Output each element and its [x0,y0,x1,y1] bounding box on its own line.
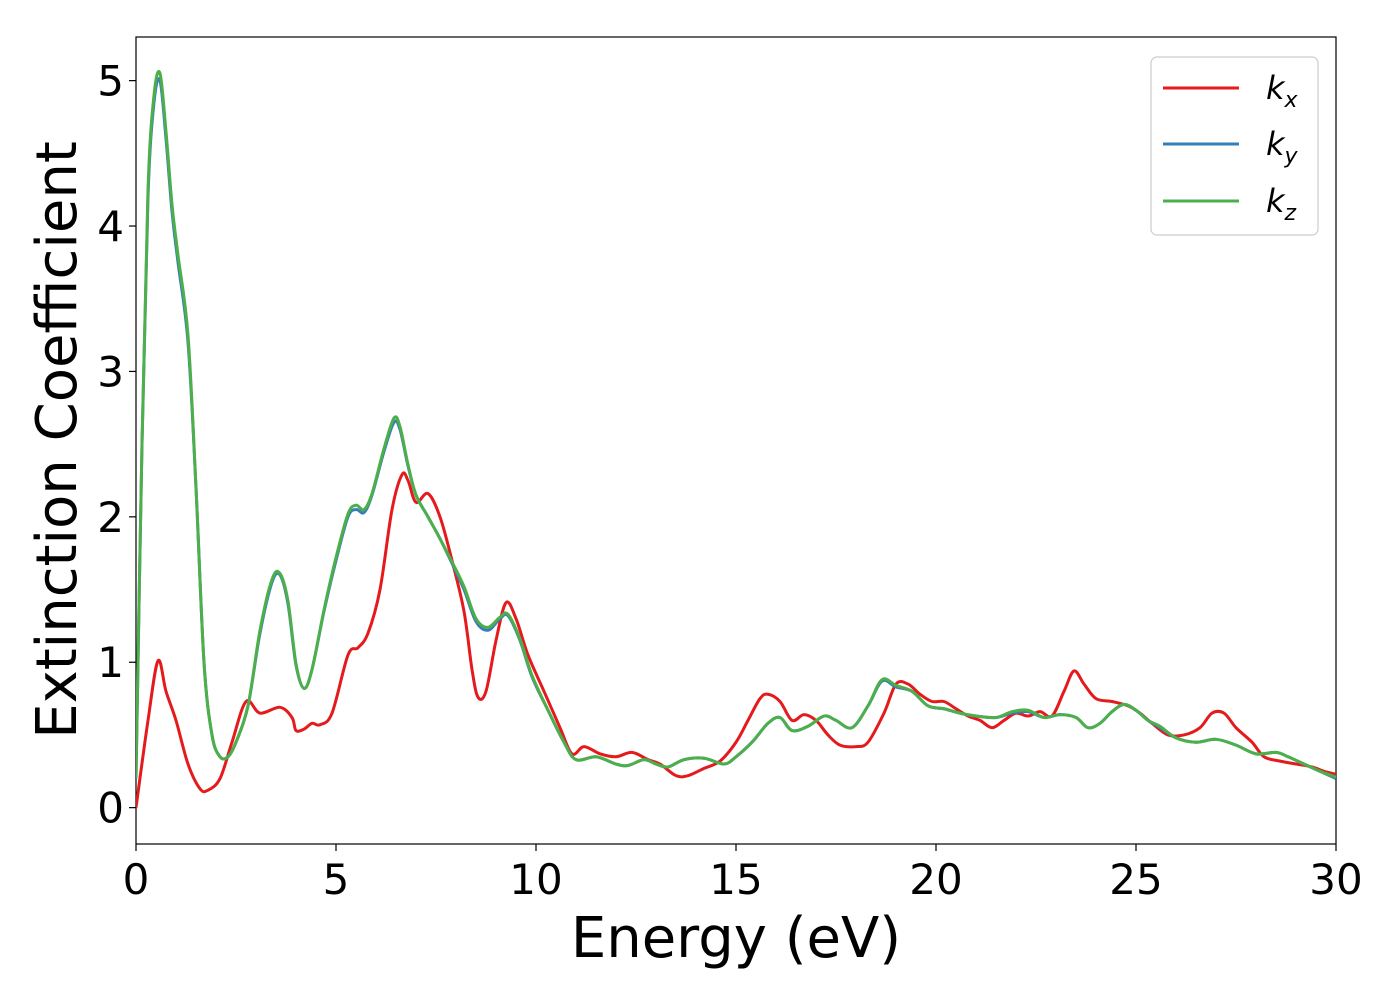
x-tick-label: 0 [123,855,150,904]
series-line-kx [136,471,1336,808]
legend-label-kz: kz [1266,182,1297,226]
x-tick-label: 5 [323,855,350,904]
y-axis-label: Extinction Coefficient [25,141,90,739]
legend-label-ky: ky [1266,125,1299,169]
y-tick-label: 5 [97,57,124,106]
x-axis-label: Energy (eV) [571,906,901,971]
y-tick-label: 4 [97,202,124,251]
y-tick-label: 2 [97,493,124,542]
y-tick-label: 1 [97,638,124,687]
x-tick-label: 25 [1109,855,1162,904]
x-tick-label: 20 [909,855,962,904]
legend: kx ky kz [1150,56,1319,236]
axes-layer: 0 5 10 15 20 25 30 0 1 2 3 4 5 [97,57,1362,904]
legend-label-kx: kx [1266,69,1299,113]
series-layer [136,69,1336,808]
series-line-kz [136,69,1336,779]
y-tick-label: 0 [97,784,124,833]
x-tick-label: 15 [709,855,762,904]
x-tick-label: 10 [509,855,562,904]
legend-box [1150,56,1319,236]
x-tick-label: 30 [1309,855,1362,904]
y-tick-label: 3 [97,347,124,396]
